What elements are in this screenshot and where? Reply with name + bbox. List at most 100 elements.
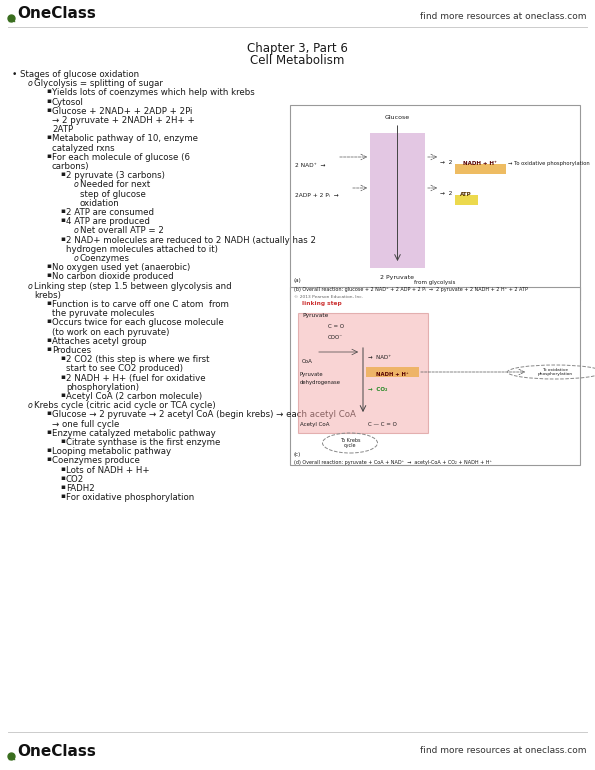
Text: ▪: ▪: [46, 89, 51, 95]
FancyBboxPatch shape: [298, 313, 428, 433]
Text: krebs): krebs): [34, 291, 61, 300]
Text: Citrate synthase is the first enzyme: Citrate synthase is the first enzyme: [66, 438, 220, 447]
Text: ▪: ▪: [60, 208, 65, 214]
Text: ▪: ▪: [46, 336, 51, 343]
Text: ▪: ▪: [60, 466, 65, 471]
Text: ▪: ▪: [46, 346, 51, 352]
Text: To Krebs: To Krebs: [340, 438, 360, 444]
Text: cycle: cycle: [344, 444, 356, 448]
Text: oxidation: oxidation: [80, 199, 120, 208]
Text: ▪: ▪: [60, 494, 65, 499]
FancyBboxPatch shape: [370, 133, 425, 268]
FancyBboxPatch shape: [365, 367, 418, 377]
Text: ▪: ▪: [60, 484, 65, 490]
Text: ▪: ▪: [60, 392, 65, 398]
Text: Glucose → 2 pyruvate → 2 acetyl CoA (begin krebs) → each acetyl CoA: Glucose → 2 pyruvate → 2 acetyl CoA (beg…: [52, 410, 356, 420]
Text: Lots of NADH + H+: Lots of NADH + H+: [66, 466, 149, 474]
Text: Looping metabolic pathway: Looping metabolic pathway: [52, 447, 171, 456]
Text: ▪: ▪: [46, 135, 51, 140]
Text: 2ADP + 2 Pᵢ  →: 2ADP + 2 Pᵢ →: [295, 193, 339, 198]
Text: Net overall ATP = 2: Net overall ATP = 2: [80, 226, 164, 236]
Text: ▪: ▪: [46, 107, 51, 112]
Text: Enzyme catalyzed metabolic pathway: Enzyme catalyzed metabolic pathway: [52, 429, 216, 438]
Text: To oxidative
phosphorylation: To oxidative phosphorylation: [537, 368, 572, 377]
Text: Linking step (step 1.5 between glycolysis and: Linking step (step 1.5 between glycolysi…: [34, 282, 231, 290]
Text: → To oxidative phosphorylation: → To oxidative phosphorylation: [508, 161, 590, 166]
Text: ▪: ▪: [46, 457, 51, 463]
Text: ▪: ▪: [46, 263, 51, 270]
Text: OneClass: OneClass: [17, 6, 96, 21]
Text: FADH2: FADH2: [66, 484, 95, 493]
Text: ▪: ▪: [60, 171, 65, 177]
Text: C — C = O: C — C = O: [368, 422, 397, 427]
Text: (b) Overall reaction: glucose + 2 NAD⁺ + 2 ADP + 2 Pᵢ  →  2 pyruvate + 2 NADH + : (b) Overall reaction: glucose + 2 NAD⁺ +…: [294, 287, 528, 292]
Text: 2 pyruvate (3 carbons): 2 pyruvate (3 carbons): [66, 171, 165, 180]
Text: ▪: ▪: [46, 319, 51, 324]
Text: Attaches acetyl group: Attaches acetyl group: [52, 336, 146, 346]
Text: 2ATP: 2ATP: [52, 126, 73, 134]
Text: dehydrogenase: dehydrogenase: [300, 380, 341, 385]
Text: Function is to carve off one C atom  from: Function is to carve off one C atom from: [52, 300, 229, 309]
Text: o: o: [74, 226, 79, 236]
Text: ▪: ▪: [60, 373, 65, 380]
Text: ▪: ▪: [46, 300, 51, 306]
Text: Krebs cycle (citric acid cycle or TCA cycle): Krebs cycle (citric acid cycle or TCA cy…: [34, 401, 215, 410]
Text: ▪: ▪: [46, 429, 51, 435]
Text: 4 ATP are produced: 4 ATP are produced: [66, 217, 150, 226]
Text: •: •: [12, 70, 17, 79]
Text: ▪: ▪: [46, 447, 51, 454]
Text: 2 CO2 (this step is where we first: 2 CO2 (this step is where we first: [66, 355, 209, 364]
Text: 2 NAD+ molecules are reduced to 2 NADH (actually has 2: 2 NAD+ molecules are reduced to 2 NADH (…: [66, 236, 316, 245]
Text: NADH + H⁺: NADH + H⁺: [375, 372, 408, 377]
Text: Glucose + 2NAD+ + 2ADP + 2Pi: Glucose + 2NAD+ + 2ADP + 2Pi: [52, 107, 192, 116]
Text: Coenzymes: Coenzymes: [80, 254, 130, 263]
Text: Stages of glucose oxidation: Stages of glucose oxidation: [20, 70, 139, 79]
Text: Glycolysis = splitting of sugar: Glycolysis = splitting of sugar: [34, 79, 163, 89]
Text: No carbon dioxide produced: No carbon dioxide produced: [52, 273, 174, 281]
Text: COO⁻: COO⁻: [328, 335, 343, 340]
Text: Coenzymes produce: Coenzymes produce: [52, 457, 140, 465]
FancyBboxPatch shape: [455, 195, 478, 205]
FancyBboxPatch shape: [290, 287, 580, 465]
Text: → 2 pyruvate + 2NADH + 2H+ +: → 2 pyruvate + 2NADH + 2H+ +: [52, 116, 195, 125]
Text: Cytosol: Cytosol: [52, 98, 84, 106]
Text: Needed for next: Needed for next: [80, 180, 151, 189]
Text: →  CO₂: → CO₂: [368, 387, 387, 392]
Text: → one full cycle: → one full cycle: [52, 420, 120, 429]
Text: ▪: ▪: [60, 217, 65, 223]
Text: Pyruvate: Pyruvate: [300, 372, 324, 377]
FancyBboxPatch shape: [455, 163, 506, 173]
Text: 2 NADH + H+ (fuel for oxidative: 2 NADH + H+ (fuel for oxidative: [66, 373, 206, 383]
Text: 2 Pyruvate: 2 Pyruvate: [380, 275, 415, 280]
Text: OneClass: OneClass: [17, 744, 96, 759]
Text: hydrogen molecules attached to it): hydrogen molecules attached to it): [66, 245, 218, 254]
Text: Acetyl CoA: Acetyl CoA: [300, 422, 330, 427]
Text: CO2: CO2: [66, 475, 84, 484]
Text: Pyruvate: Pyruvate: [302, 313, 328, 318]
Text: (to work on each pyruvate): (to work on each pyruvate): [52, 327, 170, 336]
Text: CoA: CoA: [302, 359, 313, 364]
Text: ▪: ▪: [46, 273, 51, 279]
Text: o: o: [74, 180, 79, 189]
Text: linking step: linking step: [302, 301, 342, 306]
Text: the pyruvate molecules: the pyruvate molecules: [52, 310, 154, 318]
Text: C = O: C = O: [328, 324, 344, 329]
Text: Glucose: Glucose: [385, 115, 410, 120]
Text: o: o: [74, 254, 79, 263]
Text: ▪: ▪: [46, 410, 51, 417]
Text: step of glucose: step of glucose: [80, 189, 146, 199]
Text: o: o: [28, 401, 33, 410]
Text: ▪: ▪: [60, 355, 65, 361]
Text: ATP: ATP: [460, 192, 472, 197]
Text: find more resources at oneclass.com: find more resources at oneclass.com: [421, 12, 587, 21]
Text: Metabolic pathway of 10, enzyme: Metabolic pathway of 10, enzyme: [52, 135, 198, 143]
Text: carbons): carbons): [52, 162, 89, 171]
Text: →  2: → 2: [440, 160, 452, 165]
Text: (d) Overall reaction: pyruvate + CoA + NAD⁺  →  acetyl-CoA + CO₂ + NADH + H⁺: (d) Overall reaction: pyruvate + CoA + N…: [294, 460, 492, 465]
Text: ▪: ▪: [46, 152, 51, 159]
Text: Occurs twice for each glucose molecule: Occurs twice for each glucose molecule: [52, 319, 224, 327]
Text: catalyzed rxns: catalyzed rxns: [52, 143, 115, 152]
Text: o: o: [28, 79, 33, 89]
Text: ▪: ▪: [46, 98, 51, 104]
Text: ▪: ▪: [60, 475, 65, 480]
